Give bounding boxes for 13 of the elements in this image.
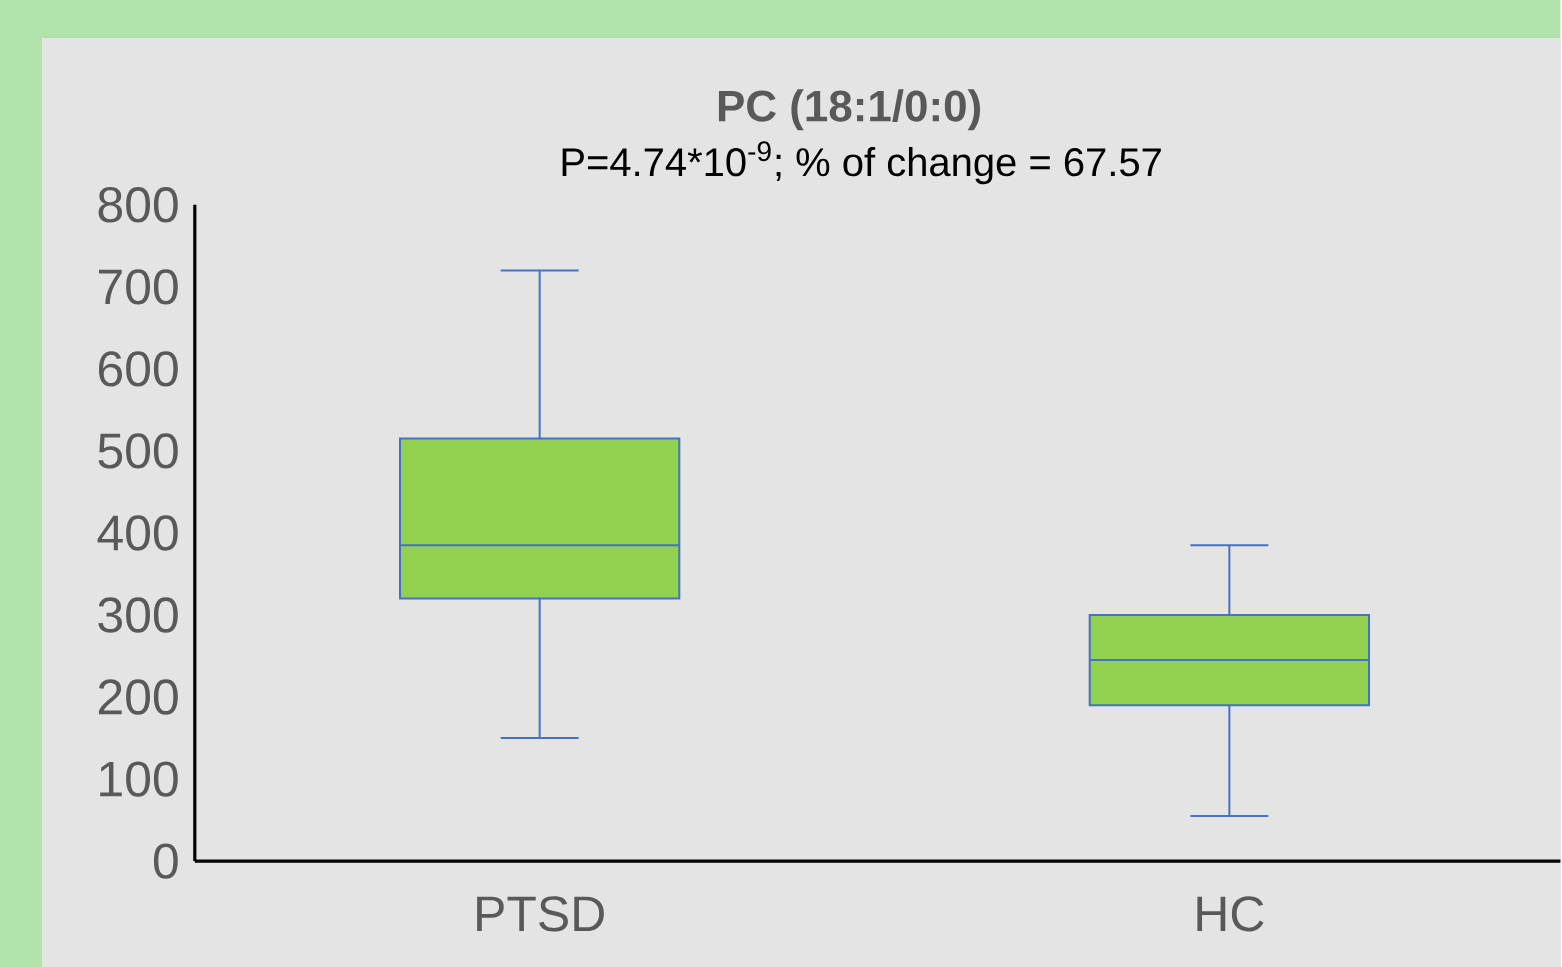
y-tick-label: 500: [98, 433, 178, 469]
y-tick-label: 800: [98, 187, 178, 223]
y-tick-label: 300: [98, 597, 178, 633]
x-tick-label: PTSD: [477, 896, 604, 932]
x-tick-label: HC: [1197, 896, 1264, 932]
y-tick-label: 700: [98, 269, 178, 305]
chart-subtitle: P=4.74*10$^{-9}$; % of change = 67.57: [562, 141, 1161, 185]
y-tick-label: 0: [153, 843, 178, 879]
chart-title: PC (18:1/0:0): [718, 89, 980, 131]
y-tick-label: 400: [97, 515, 178, 551]
y-tick-label: 100: [100, 761, 178, 797]
y-tick-label: 600: [98, 351, 178, 387]
y-tick-label: 200: [98, 679, 178, 715]
